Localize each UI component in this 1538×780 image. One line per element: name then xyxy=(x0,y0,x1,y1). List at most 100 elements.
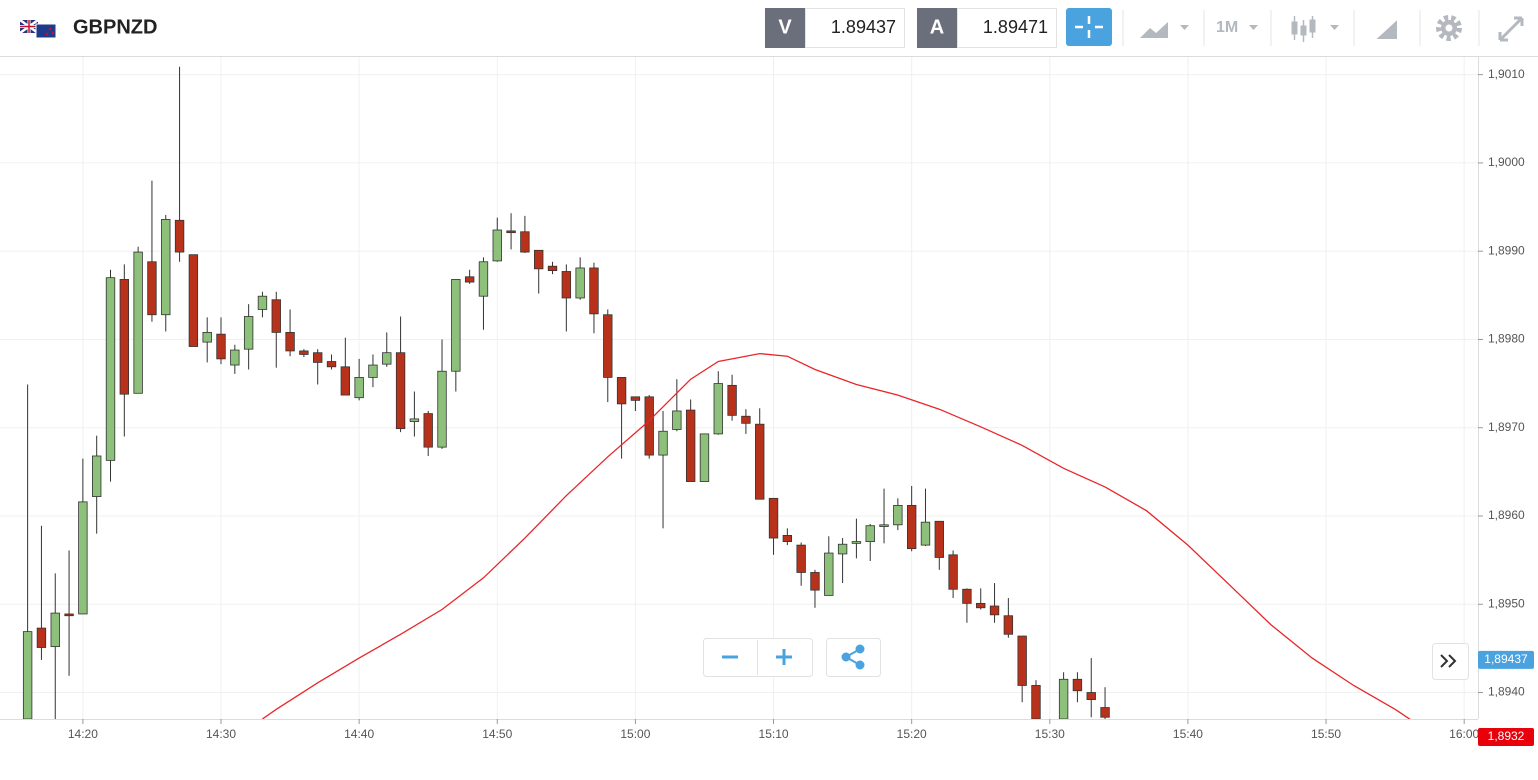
scroll-end-icon xyxy=(1440,654,1457,668)
candle-body xyxy=(851,541,862,544)
x-tick-label: 16:00 xyxy=(1449,727,1479,741)
toolbar: GBPNZD V 1.89437 A 1.89471 1M xyxy=(0,0,1538,57)
candle-body xyxy=(727,384,737,416)
crosshair-icon xyxy=(1075,16,1103,38)
x-tick-label: 15:40 xyxy=(1173,727,1203,741)
y-tick-label: 1,8970 xyxy=(1488,420,1525,434)
candle-body xyxy=(64,613,74,617)
candle-body xyxy=(133,251,143,394)
candle-body xyxy=(257,295,268,310)
candle-body xyxy=(906,504,917,550)
candle-body xyxy=(437,370,447,448)
candle-body xyxy=(354,377,364,399)
candle-body xyxy=(920,521,931,546)
candle-body xyxy=(1086,692,1096,700)
candle-body xyxy=(147,261,157,316)
candle-body xyxy=(230,349,240,366)
candles-icon[interactable] xyxy=(1291,16,1339,42)
sell-label: V xyxy=(778,16,792,38)
candle-body xyxy=(368,364,378,378)
candle-body xyxy=(1031,685,1041,719)
sell-button[interactable] xyxy=(765,8,805,48)
candle-body xyxy=(948,554,958,590)
candle-body xyxy=(837,543,848,555)
candle-body xyxy=(243,316,254,350)
period[interactable]: 1M xyxy=(1216,19,1238,36)
candle-body xyxy=(78,501,88,615)
draw-icon[interactable] xyxy=(1371,15,1399,41)
candle-body xyxy=(174,219,185,253)
crosshair-button[interactable] xyxy=(1066,8,1112,46)
price-tag xyxy=(1478,728,1534,746)
candle-body xyxy=(879,524,889,527)
candle-body xyxy=(1058,678,1069,719)
candle-body xyxy=(865,525,875,542)
candle-body xyxy=(313,352,323,363)
y-tick-label: 1,8950 xyxy=(1488,596,1525,610)
x-tick-label: 14:50 xyxy=(482,727,512,741)
candle-body xyxy=(782,535,793,542)
buy-price-box xyxy=(957,8,1057,48)
candle-body xyxy=(989,605,1000,616)
fullscreen-icon[interactable] xyxy=(1498,16,1524,42)
settings-icon[interactable] xyxy=(1436,15,1462,41)
candle-body xyxy=(36,627,47,648)
candle-body xyxy=(893,504,903,526)
x-tick-label: 14:30 xyxy=(206,727,236,741)
candle-body xyxy=(105,277,116,461)
candle-body xyxy=(409,418,420,422)
y-tick-label: 1,8980 xyxy=(1488,332,1525,346)
grid xyxy=(0,57,1478,719)
candle-body xyxy=(326,361,337,368)
x-tick-label: 15:30 xyxy=(1035,727,1065,741)
y-tick-label: 1,8940 xyxy=(1488,685,1525,699)
y-tick-label: 1,9000 xyxy=(1488,155,1525,169)
candle-body xyxy=(285,331,295,352)
symbol: GBPNZD xyxy=(73,16,157,38)
candle-body xyxy=(934,520,944,558)
zoom-controls xyxy=(703,638,1469,680)
candle-body xyxy=(119,279,129,395)
candle-body xyxy=(464,276,475,283)
candle-body xyxy=(810,572,820,591)
zoom-in[interactable] xyxy=(776,649,792,665)
buy-button[interactable] xyxy=(917,8,957,48)
candle-body xyxy=(630,396,641,401)
candle-body xyxy=(520,231,530,253)
candle-body xyxy=(22,631,33,719)
flag xyxy=(19,18,57,39)
candle-body xyxy=(699,433,710,482)
sell-price-box xyxy=(805,8,905,48)
candle-body xyxy=(506,230,516,234)
price-tag-label: 1,8932 xyxy=(1488,729,1525,743)
candle-body xyxy=(271,299,281,333)
toolbar-separators xyxy=(1122,10,1480,46)
candle-body xyxy=(50,612,60,648)
candle-body xyxy=(382,352,392,365)
candle-body xyxy=(1072,678,1083,692)
candle-body xyxy=(658,430,668,456)
chart-type-icon[interactable] xyxy=(1140,22,1189,38)
candle-body xyxy=(188,254,199,347)
candle-body xyxy=(216,333,226,360)
buy-price: 1.89471 xyxy=(983,17,1048,37)
scroll-end-button[interactable] xyxy=(1432,643,1469,680)
candle-body xyxy=(478,261,489,297)
axes: 1,8940 1,8950 1,8960 1,8970 1,8980 1,8990 1,90… xyxy=(68,67,1534,746)
candle-body xyxy=(976,602,986,609)
share-button[interactable] xyxy=(826,638,881,677)
buy-label: A xyxy=(930,16,944,38)
candle-body xyxy=(534,249,544,270)
candle-body xyxy=(202,331,212,343)
x-tick-label: 15:10 xyxy=(759,727,789,741)
candle-body xyxy=(547,265,558,272)
candle-body xyxy=(161,219,171,316)
moving-average-line xyxy=(262,352,1411,719)
sell-price: 1.89437 xyxy=(831,17,896,37)
candle-body xyxy=(1003,615,1014,635)
candle-body xyxy=(561,271,572,299)
y-tick-label: 1,8990 xyxy=(1488,243,1525,257)
candle-body xyxy=(340,366,351,396)
x-tick-label: 14:20 xyxy=(68,727,98,741)
candle-body xyxy=(962,588,972,604)
